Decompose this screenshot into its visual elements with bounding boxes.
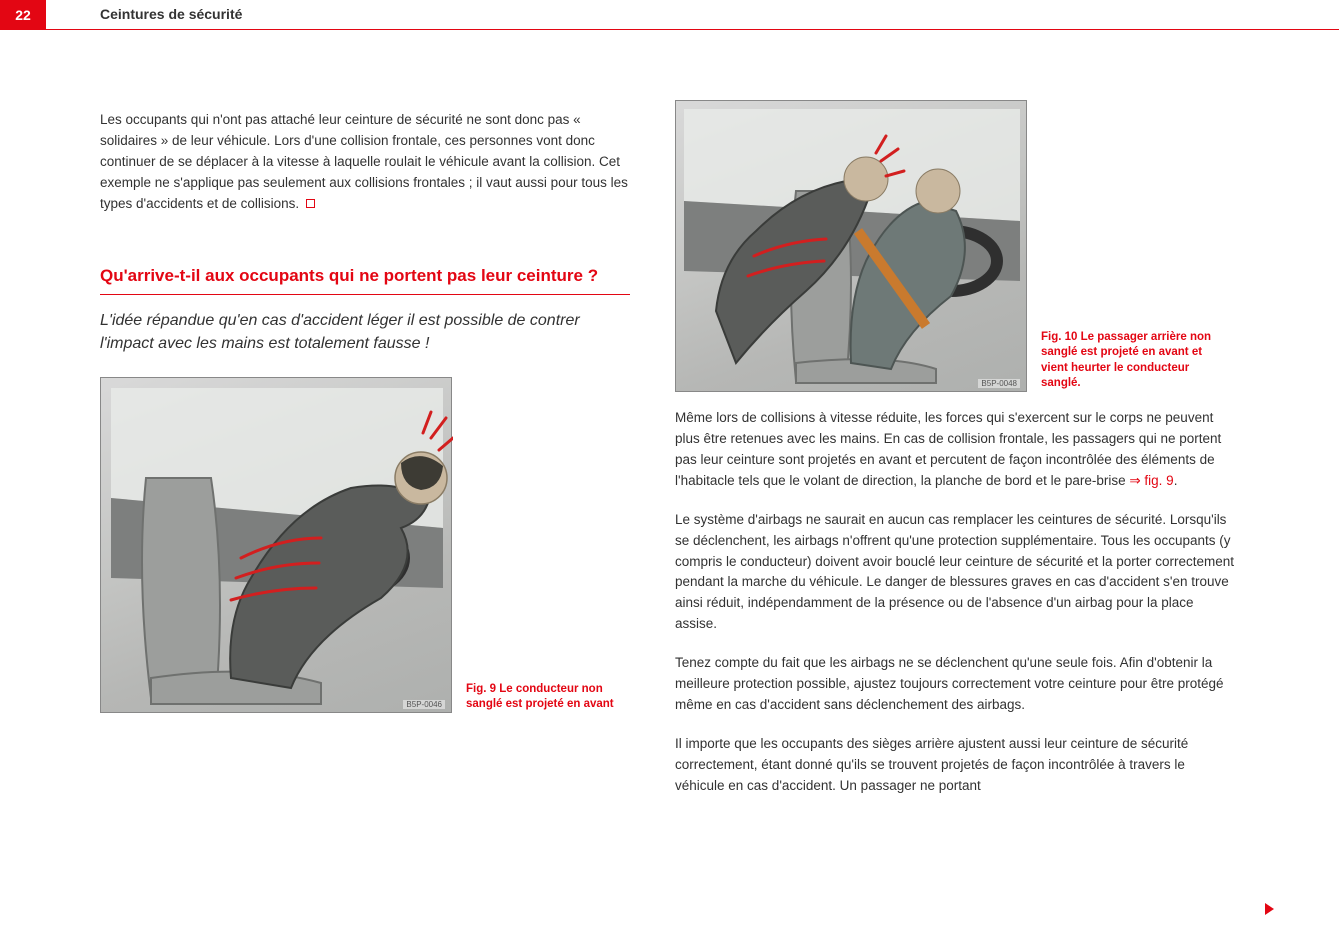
- figure-10: B5P-0048 Fig. 10 Le passager arrière non…: [675, 100, 1235, 392]
- page-header: 22 Ceintures de sécurité: [0, 0, 1339, 30]
- right-para-2: Le système d'airbags ne saurait en aucun…: [675, 510, 1235, 636]
- left-column: Les occupants qui n'ont pas attaché leur…: [100, 110, 630, 729]
- continue-arrow-icon: [1265, 903, 1274, 915]
- section-title: Ceintures de sécurité: [100, 6, 242, 22]
- right-column: B5P-0048 Fig. 10 Le passager arrière non…: [675, 100, 1235, 815]
- right-para-1: Même lors de collisions à vitesse réduit…: [675, 408, 1235, 492]
- right-para-3: Tenez compte du fait que les airbags ne …: [675, 653, 1235, 716]
- figure-9-code: B5P-0046: [403, 700, 445, 709]
- right-para-4: Il importe que les occupants des sièges …: [675, 734, 1235, 797]
- intro-paragraph: Les occupants qui n'ont pas attaché leur…: [100, 110, 630, 215]
- figure-10-code: B5P-0048: [978, 379, 1020, 388]
- lead-statement: L'idée répandue qu'en cas d'accident lég…: [100, 309, 630, 355]
- page-number-badge: 22: [0, 0, 46, 30]
- header-rule: [46, 29, 1339, 30]
- figure-9-image: B5P-0046: [100, 377, 452, 713]
- figure-9-caption: Fig. 9 Le conducteur non sanglé est proj…: [466, 682, 630, 713]
- figure-10-image: B5P-0048: [675, 100, 1027, 392]
- subheading-rule: [100, 294, 630, 295]
- end-section-icon: [306, 199, 315, 208]
- figure-10-caption: Fig. 10 Le passager arrière non sanglé e…: [1041, 330, 1226, 392]
- subheading: Qu'arrive-t-il aux occupants qui ne port…: [100, 265, 630, 288]
- figure-9: B5P-0046 Fig. 9 Le conducteur non sanglé…: [100, 377, 630, 713]
- right-para-1b: .: [1174, 473, 1178, 488]
- fig9-crossref: ⇒ fig. 9: [1129, 473, 1173, 488]
- intro-text: Les occupants qui n'ont pas attaché leur…: [100, 112, 628, 211]
